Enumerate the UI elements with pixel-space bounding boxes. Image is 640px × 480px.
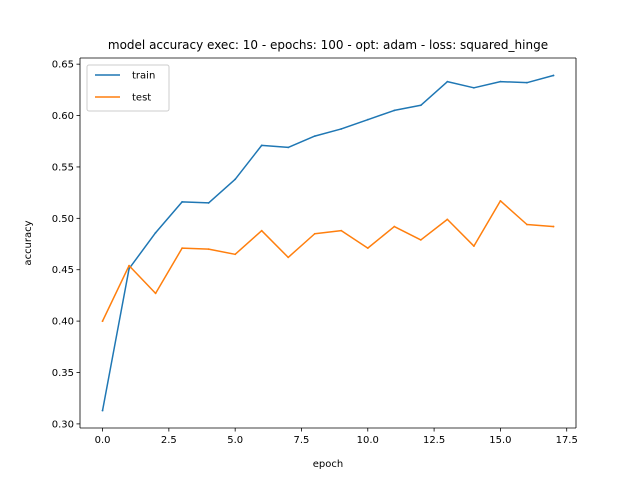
- legend: train test: [86, 64, 170, 112]
- data-point-test: [101, 320, 104, 323]
- data-point-test: [526, 223, 528, 226]
- data-point-train: [287, 146, 290, 149]
- plot-area: [80, 58, 576, 428]
- data-point-test: [181, 247, 184, 250]
- x-axis-ticks: 0.0 2.5 5.0 7.5 10.0 12.5 15.0 17.5: [95, 428, 578, 446]
- chart-title: model accuracy exec: 10 - epochs: 100 - …: [108, 38, 548, 52]
- y-tick-label: 0.50: [52, 214, 74, 225]
- data-point-test: [260, 229, 263, 232]
- data-point-train: [101, 409, 104, 412]
- data-point-train: [499, 80, 502, 83]
- series-line-train: [101, 74, 555, 412]
- legend-label-train: train: [132, 71, 155, 82]
- x-axis-label: epoch: [313, 459, 343, 470]
- data-point-test: [207, 248, 210, 251]
- series-line-test: [101, 200, 555, 323]
- legend-items: train test: [95, 71, 155, 104]
- data-point-train: [366, 118, 369, 121]
- series-layer: [101, 74, 555, 412]
- data-point-train: [472, 86, 475, 89]
- data-point-train: [260, 144, 263, 147]
- x-tick-label: 5.0: [227, 435, 243, 446]
- data-point-test: [340, 229, 343, 232]
- x-tick-label: 15.0: [489, 435, 511, 446]
- data-point-test: [472, 245, 475, 247]
- data-point-train: [313, 135, 316, 138]
- x-tick-label: 17.5: [556, 435, 578, 446]
- data-point-test: [154, 292, 157, 295]
- y-tick-label: 0.35: [52, 368, 74, 379]
- y-tick-label: 0.45: [52, 265, 74, 276]
- data-point-test: [313, 232, 316, 235]
- data-point-test: [499, 199, 502, 202]
- x-tick-label: 2.5: [161, 435, 177, 446]
- y-axis-label: accuracy: [23, 220, 34, 265]
- data-point-train: [154, 231, 157, 234]
- data-point-train: [207, 202, 210, 204]
- data-point-test: [366, 247, 369, 250]
- x-tick-label: 10.0: [357, 435, 379, 446]
- data-point-train: [526, 81, 528, 84]
- y-tick-label: 0.55: [52, 162, 74, 173]
- y-axis-ticks: 0.30 0.35 0.40 0.45 0.50 0.55 0.60 0.65: [52, 60, 80, 430]
- data-point-test: [419, 239, 422, 241]
- data-point-train: [181, 200, 184, 203]
- data-point-train: [446, 80, 449, 83]
- y-tick-label: 0.65: [52, 60, 74, 71]
- data-point-test: [446, 218, 449, 221]
- y-tick-label: 0.30: [52, 419, 74, 430]
- x-tick-label: 7.5: [294, 435, 310, 446]
- data-point-test: [234, 253, 237, 256]
- y-tick-label: 0.40: [52, 317, 74, 328]
- data-point-train: [393, 109, 396, 112]
- legend-label-test: test: [132, 93, 151, 104]
- x-tick-label: 12.5: [423, 435, 445, 446]
- data-point-train: [234, 178, 237, 181]
- axes-layer: [79, 57, 577, 429]
- data-point-train: [552, 74, 555, 77]
- x-tick-label: 0.0: [95, 435, 111, 446]
- data-point-train: [419, 104, 422, 107]
- data-point-test: [287, 256, 290, 259]
- y-tick-label: 0.60: [52, 111, 74, 122]
- data-point-test: [552, 225, 555, 228]
- data-point-test: [128, 264, 130, 267]
- data-point-train: [340, 128, 343, 130]
- legend-box: [86, 64, 170, 112]
- data-point-test: [393, 225, 396, 228]
